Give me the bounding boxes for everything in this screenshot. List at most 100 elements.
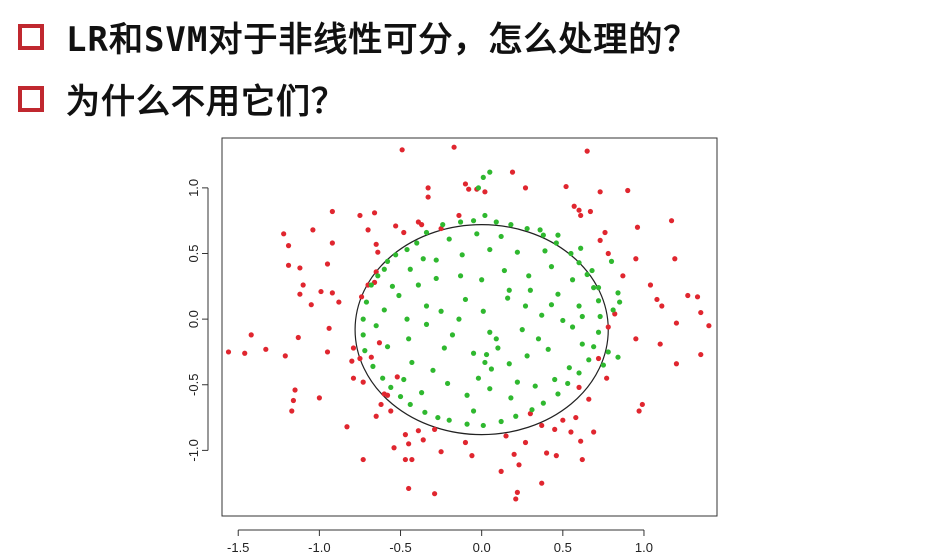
data-point-series-1 (329, 290, 335, 296)
data-point-series-2 (617, 299, 623, 305)
data-point-series-2 (449, 332, 456, 338)
data-point-series-1 (344, 424, 350, 430)
data-point-series-2 (576, 370, 582, 376)
data-point-series-1 (419, 222, 425, 228)
plot-frame (221, 137, 718, 517)
data-point-series-2 (375, 273, 381, 279)
data-point-series-1 (672, 256, 678, 262)
data-point-series-2 (464, 392, 470, 398)
data-point-series-1 (263, 346, 269, 352)
data-point-series-1 (654, 296, 660, 303)
y-tick-label: 0.5 (186, 244, 201, 262)
bullet-line-1: LR和SVM对于非线性可分，怎么处理的？ (18, 12, 698, 61)
data-point-series-2 (493, 219, 499, 225)
data-point-series-2 (487, 329, 493, 335)
data-point-series-1 (694, 294, 701, 300)
data-point-series-2 (535, 336, 542, 342)
data-point-series-1 (451, 144, 457, 150)
data-point-series-1 (586, 396, 592, 402)
data-point-series-2 (487, 169, 493, 175)
data-point-series-2 (482, 212, 488, 219)
data-point-series-1 (409, 456, 415, 463)
data-point-series-1 (378, 401, 384, 408)
data-point-series-1 (350, 375, 357, 381)
data-point-series-2 (483, 351, 490, 358)
data-point-series-1 (522, 185, 529, 191)
data-point-series-2 (388, 384, 394, 390)
data-point-series-2 (524, 225, 530, 232)
data-point-series-1 (425, 185, 431, 191)
data-point-series-1 (438, 449, 444, 455)
data-point-series-2 (487, 246, 493, 253)
data-point-series-2 (397, 393, 404, 400)
data-point-series-1 (513, 496, 519, 502)
data-point-series-2 (404, 316, 410, 322)
data-point-series-2 (514, 379, 520, 385)
data-point-series-1 (350, 345, 357, 351)
data-point-series-2 (555, 232, 561, 238)
data-point-series-1 (324, 261, 331, 267)
data-point-series-2 (578, 245, 584, 251)
data-point-series-1 (415, 428, 421, 434)
data-point-series-2 (532, 383, 538, 389)
data-point-series-2 (508, 395, 514, 401)
data-point-series-2 (610, 307, 616, 313)
data-point-series-1 (432, 426, 438, 432)
data-point-series-1 (329, 240, 335, 246)
data-point-series-2 (513, 413, 519, 419)
data-point-series-1 (297, 291, 303, 297)
data-point-series-1 (373, 241, 379, 247)
data-point-series-1 (406, 441, 412, 447)
data-point-series-2 (373, 323, 379, 329)
data-point-series-1 (620, 273, 626, 279)
data-point-series-1 (393, 223, 399, 229)
data-point-series-1 (576, 207, 582, 213)
data-point-series-1 (384, 392, 391, 398)
data-point-series-1 (324, 349, 331, 355)
data-point-series-1 (543, 450, 550, 456)
data-point-series-1 (673, 320, 680, 326)
data-point-series-1 (595, 355, 602, 362)
data-point-series-2 (370, 363, 376, 369)
data-point-series-2 (600, 362, 606, 368)
data-point-series-2 (569, 324, 576, 330)
data-point-series-2 (409, 359, 415, 366)
data-point-series-2 (360, 316, 366, 322)
data-point-series-1 (573, 414, 579, 421)
y-tick-label: 1.0 (186, 179, 201, 197)
data-point-series-2 (584, 271, 590, 278)
data-point-series-1 (388, 408, 394, 414)
data-point-series-1 (326, 325, 332, 331)
data-point-series-1 (527, 411, 533, 417)
data-point-series-1 (466, 186, 472, 192)
data-point-series-2 (537, 227, 543, 233)
data-point-series-1 (310, 227, 316, 233)
data-point-series-1 (300, 282, 306, 288)
data-point-series-1 (242, 350, 248, 356)
data-point-series-1 (706, 323, 712, 329)
data-point-series-2 (457, 273, 464, 279)
data-point-series-2 (605, 349, 611, 355)
data-point-series-2 (396, 292, 402, 299)
data-point-series-2 (540, 400, 546, 406)
data-point-series-1 (584, 148, 590, 154)
data-point-series-2 (479, 277, 485, 283)
data-point-series-1 (552, 426, 558, 432)
data-point-series-2 (419, 390, 425, 396)
data-point-series-1 (371, 210, 378, 216)
data-point-series-2 (548, 264, 555, 270)
data-point-series-1 (282, 353, 288, 359)
data-point-series-1 (482, 189, 488, 195)
data-point-series-2 (404, 246, 410, 253)
data-point-series-1 (336, 299, 342, 305)
data-point-series-1 (498, 468, 504, 474)
data-point-series-1 (591, 429, 597, 435)
data-point-series-2 (393, 252, 399, 258)
bullet-text-2: 为什么不用它们？ (66, 82, 346, 122)
data-point-series-1 (625, 187, 631, 194)
x-tick-label: -1.0 (308, 540, 330, 555)
data-point-series-1 (698, 309, 704, 316)
data-point-series-1 (668, 218, 675, 224)
data-point-series-1 (438, 225, 444, 232)
data-point-series-1 (516, 462, 522, 468)
